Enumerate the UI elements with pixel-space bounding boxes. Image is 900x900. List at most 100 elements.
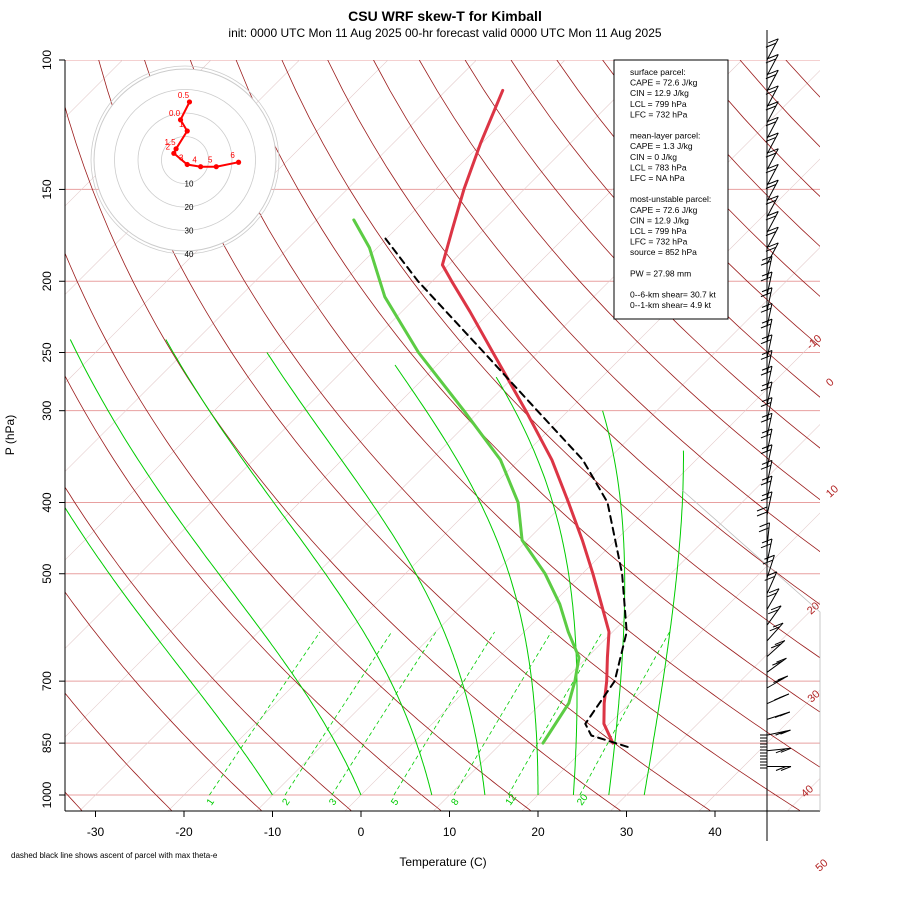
wind-barb-shaft <box>766 522 771 547</box>
wind-barb-shaft <box>766 491 773 516</box>
hodograph-point-label: 0.5 <box>178 91 190 100</box>
hodograph-point-label: 5 <box>208 156 213 165</box>
isotherm-line <box>65 60 477 472</box>
dry-adiabat-line <box>785 60 820 98</box>
wind-barb-flag <box>761 271 773 277</box>
wind-barb-flag <box>760 370 772 376</box>
mixing-ratio-label: 5 <box>389 796 401 807</box>
stats-line: CAPE = 72.6 J/kg <box>630 205 698 215</box>
moist-adiabat-line <box>69 339 362 796</box>
wind-barb-shaft <box>766 195 779 218</box>
hodograph-ring-label: 40 <box>185 250 194 259</box>
dewpoint-profile <box>352 218 581 745</box>
wind-barb-flag <box>760 402 772 407</box>
wind-barb-shaft <box>766 444 773 469</box>
wind-barb-flag <box>773 678 784 683</box>
wind-barb-flag <box>761 428 773 434</box>
hodograph-point <box>184 161 190 168</box>
wind-barb-shaft <box>766 605 782 626</box>
wind-barb-flag <box>774 713 786 718</box>
stats-line: mean-layer parcel: <box>630 131 700 141</box>
plot-right-edge <box>681 489 821 811</box>
wind-barb-shaft <box>766 117 779 139</box>
wind-barb-shaft <box>766 303 773 328</box>
wind-barb-flag <box>759 522 770 528</box>
wind-barb-flag <box>766 592 777 598</box>
isotherm-line <box>522 512 820 811</box>
wind-barb-flag <box>780 729 791 735</box>
temperature-tick-label: -30 <box>87 825 105 839</box>
hodograph-point-label: 1.5 <box>165 138 177 147</box>
dry-adiabat-line <box>65 252 531 811</box>
mixing-ratio-lines: 1 2 3 5 8 12 20 <box>205 631 670 808</box>
wind-barb-flag <box>776 657 787 663</box>
temperature-tick-label: -20 <box>175 825 193 839</box>
hodograph-point-label: 2 <box>166 142 171 151</box>
mixing-ratio-label: 8 <box>449 796 461 807</box>
dry-adiabat-line <box>144 60 801 811</box>
temperature-tick-label: 10 <box>443 825 457 839</box>
x-axis-label: Temperature (C) <box>399 855 486 869</box>
hodograph-point <box>173 146 179 152</box>
isotherm-line <box>699 689 820 811</box>
footnote: dashed black line shows ascent of parcel… <box>11 851 218 860</box>
pressure-tick-label: 700 <box>40 671 54 691</box>
isotherm-label: 50 <box>813 857 830 874</box>
wind-barb-flag <box>761 459 773 465</box>
wind-barb-flag <box>760 323 772 329</box>
stats-line: LCL = 783 hPa <box>630 162 687 172</box>
wind-barb-shaft <box>766 38 779 61</box>
hodograph-ring <box>114 89 256 231</box>
wind-barb-flag <box>765 74 777 80</box>
wind-barb-shaft <box>766 69 779 92</box>
wind-barb-flag <box>765 168 777 174</box>
wind-barb-flag <box>770 643 782 649</box>
stats-line: LCL = 799 hPa <box>630 99 687 109</box>
wind-barb-flag <box>756 506 768 512</box>
wind-barb-flag <box>761 318 773 324</box>
stats-line: CAPE = 1.3 J/kg <box>630 141 693 151</box>
wind-barb-shaft <box>766 538 773 563</box>
wind-barb-flag <box>761 491 773 497</box>
wind-barb-shaft <box>766 148 779 171</box>
wind-barb-flag <box>765 136 777 142</box>
wind-barb-flag <box>764 575 775 581</box>
profiles <box>352 88 629 748</box>
wind-barb-flag <box>768 226 779 232</box>
wind-barb-flag <box>758 527 770 533</box>
wind-barb-flag <box>765 121 777 127</box>
wind-barb-flag <box>775 730 786 736</box>
wind-barb-flag <box>769 626 780 632</box>
wind-barb-shaft <box>766 555 775 579</box>
wind-barb-flag <box>760 260 772 266</box>
wind-barb-flag <box>765 105 777 111</box>
wind-barbs <box>756 38 792 771</box>
dry-adiabat-line <box>65 105 621 811</box>
stats-line: CIN = 12.9 J/kg <box>630 215 689 225</box>
stats-line: LCL = 799 hPa <box>630 226 687 236</box>
wind-barb-flag <box>768 211 779 216</box>
hodograph-ring-label: 20 <box>185 203 194 212</box>
hodograph-point-label: 3 <box>179 153 184 162</box>
wind-barb-flag <box>760 354 772 360</box>
wind-barb-shaft <box>766 54 779 76</box>
wind-barb-flag <box>780 766 792 771</box>
wind-barb-flag <box>774 640 786 646</box>
hodograph-point <box>186 99 193 105</box>
wind-barb-flag <box>770 605 782 611</box>
wind-barb-flag <box>780 747 792 753</box>
wind-barb-flag <box>768 116 779 122</box>
wind-barb-flag <box>768 588 780 594</box>
wind-barb-flag <box>761 255 773 261</box>
wind-barb-shaft <box>766 226 779 249</box>
y-axis-label: P (hPa) <box>3 415 17 455</box>
wind-barb-flag <box>765 246 777 252</box>
stats-line: source = 852 hPa <box>630 247 697 257</box>
stats-line: PW = 27.98 mm <box>630 268 691 278</box>
temperature-tick-label: 0 <box>358 825 365 839</box>
dry-adiabat-line <box>877 60 900 811</box>
dry-adiabat-line <box>65 486 352 811</box>
wind-barb-flag <box>765 231 777 237</box>
mixing-ratio-label: 1 <box>205 796 217 807</box>
